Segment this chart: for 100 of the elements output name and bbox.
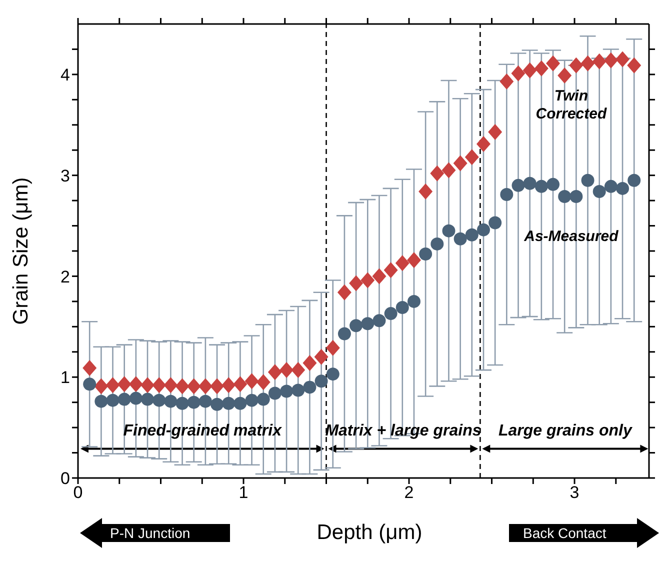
point	[187, 396, 200, 409]
point	[569, 57, 584, 74]
annotation: Fined-grained matrix	[123, 422, 283, 440]
point	[94, 378, 108, 394]
point	[430, 237, 444, 250]
point	[245, 394, 258, 407]
point	[627, 57, 642, 74]
point	[292, 384, 305, 397]
point	[580, 55, 595, 72]
point	[280, 362, 294, 378]
point	[546, 178, 560, 191]
point	[534, 60, 548, 76]
point	[465, 228, 478, 242]
y-tick-label: 3	[60, 166, 70, 186]
point	[546, 55, 560, 72]
point	[360, 272, 375, 288]
point	[442, 162, 456, 178]
point	[128, 376, 143, 392]
point	[164, 377, 178, 394]
point	[164, 394, 178, 408]
point	[628, 174, 641, 187]
point	[222, 396, 236, 410]
point	[256, 392, 270, 406]
point	[407, 294, 420, 308]
series-label: As-Measured	[523, 228, 620, 245]
x-tick-label: 3	[570, 483, 580, 502]
point	[82, 360, 97, 376]
y-axis-title: Grain Size (μm)	[9, 177, 32, 325]
point	[592, 53, 606, 70]
point	[198, 394, 212, 408]
point	[117, 376, 132, 392]
point	[534, 180, 548, 193]
point	[291, 362, 306, 378]
point	[198, 378, 212, 394]
x-tick-label: 0	[73, 483, 83, 502]
point	[395, 255, 410, 272]
point	[349, 275, 364, 292]
text: P-N Junction	[110, 524, 190, 542]
point	[500, 188, 514, 201]
point	[350, 319, 363, 332]
point	[604, 52, 618, 68]
text: Back Contact	[522, 524, 606, 542]
series-label: Twin Corrected	[536, 88, 608, 123]
annotation: Matrix + large grains	[325, 422, 482, 440]
point	[570, 190, 583, 204]
point	[210, 398, 224, 411]
point	[268, 386, 282, 400]
point	[233, 376, 248, 392]
point	[175, 378, 190, 394]
y-tick-label: 2	[60, 267, 70, 286]
point	[361, 317, 374, 330]
point	[118, 392, 131, 406]
point	[430, 165, 444, 182]
x-tick-label: 2	[404, 483, 414, 502]
point	[604, 180, 618, 193]
point	[338, 327, 351, 340]
point	[476, 136, 490, 152]
point	[581, 174, 594, 187]
point	[106, 394, 120, 407]
point	[302, 354, 317, 371]
point	[83, 378, 96, 391]
point	[152, 394, 166, 407]
point	[152, 377, 166, 394]
point	[476, 223, 490, 236]
point	[454, 232, 467, 246]
y-tick-label: 0	[60, 469, 70, 488]
point	[511, 65, 526, 82]
point	[384, 307, 398, 320]
point	[337, 284, 352, 300]
point	[488, 124, 502, 140]
point	[372, 314, 386, 328]
point	[222, 377, 236, 394]
point	[186, 378, 201, 394]
point	[592, 184, 606, 198]
point	[314, 374, 328, 388]
point	[268, 364, 282, 380]
point	[372, 268, 386, 284]
x-axis-title: Depth (μm)	[316, 521, 422, 545]
point	[94, 394, 108, 408]
point	[140, 377, 155, 394]
point	[256, 374, 270, 390]
point	[326, 368, 340, 381]
point	[234, 396, 247, 410]
point	[558, 190, 572, 204]
point	[453, 155, 468, 172]
point	[396, 301, 409, 314]
x-tick-label: 1	[238, 483, 248, 502]
annotation: Large grains only	[498, 422, 633, 440]
point	[464, 149, 479, 166]
point	[558, 67, 572, 84]
point	[418, 183, 433, 200]
point	[384, 262, 398, 278]
point	[303, 380, 316, 394]
point	[522, 62, 537, 78]
point	[106, 377, 120, 394]
y-tick-label: 4	[60, 65, 70, 84]
point	[326, 340, 340, 356]
point	[523, 176, 536, 190]
point	[500, 74, 514, 90]
point	[280, 384, 294, 398]
